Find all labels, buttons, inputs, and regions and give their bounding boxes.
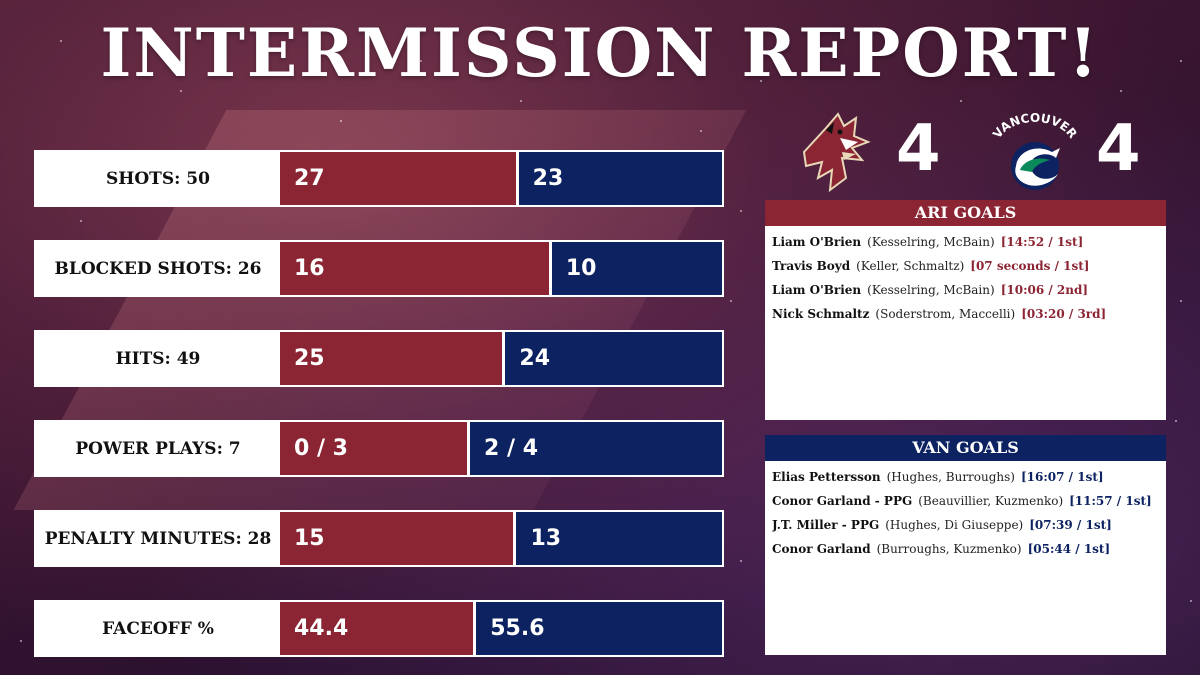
- stat-row: SHOTS: 50 27 23: [34, 150, 724, 207]
- canucks-logo: VANCOUVER: [990, 111, 1080, 194]
- goal-line: J.T. Miller - PPG (Hughes, Di Giuseppe) [0…: [772, 513, 1159, 537]
- stat-row: HITS: 49 25 24: [34, 330, 724, 387]
- stat-label: FACEOFF %: [36, 602, 280, 655]
- van-goals-list: Elias Pettersson (Hughes, Burroughs) [16:0…: [765, 461, 1166, 565]
- van-stat-bar: 2 / 4: [470, 422, 722, 475]
- goal-assists: (Soderstrom, Maccelli): [875, 307, 1016, 321]
- goal-scorer: Conor Garland: [772, 542, 871, 556]
- star-dot: [180, 90, 182, 92]
- goal-time: [14:52 / 1st]: [1000, 235, 1084, 249]
- coyotes-logo: [796, 108, 874, 193]
- ari-stat-bar: 25: [280, 332, 506, 385]
- goal-time: [05:44 / 1st]: [1027, 542, 1111, 556]
- goal-assists: (Kesselring, McBain): [867, 283, 995, 297]
- star-dot: [1120, 90, 1122, 92]
- goal-line: Liam O'Brien (Kesselring, McBain) [10:06 /…: [772, 278, 1159, 302]
- van-goals-header: VAN GOALS: [765, 435, 1166, 461]
- goal-assists: (Hughes, Di Giuseppe): [885, 518, 1024, 532]
- star-dot: [740, 210, 742, 212]
- star-dot: [80, 220, 82, 222]
- stat-bars: 27 23: [280, 152, 722, 205]
- goal-time: [16:07 / 1st]: [1021, 470, 1104, 484]
- star-dot: [340, 120, 342, 122]
- stat-row: BLOCKED SHOTS: 26 16 10: [34, 240, 724, 297]
- stat-bars: 16 10: [280, 242, 722, 295]
- star-dot: [1175, 420, 1177, 422]
- star-dot: [880, 50, 882, 52]
- star-dot: [420, 60, 422, 62]
- goal-scorer: Liam O'Brien: [772, 235, 862, 249]
- ari-stat-bar: 15: [280, 512, 517, 565]
- van-score: 4: [1096, 112, 1141, 186]
- goal-line: Conor Garland - PPG (Beauvillier, Kuzmenk…: [772, 489, 1159, 513]
- goal-scorer: Nick Schmaltz: [772, 307, 870, 321]
- ari-score: 4: [896, 112, 941, 186]
- goal-line: Liam O'Brien (Kesselring, McBain) [14:52 /…: [772, 230, 1159, 254]
- star-dot: [260, 30, 262, 32]
- ari-stat-bar: 16: [280, 242, 552, 295]
- star-dot: [740, 560, 742, 562]
- van-goals-panel: VAN GOALS Elias Pettersson (Hughes, Burro…: [765, 435, 1166, 655]
- goal-time: [10:06 / 2nd]: [1000, 283, 1089, 297]
- star-dot: [60, 40, 62, 42]
- star-dot: [1180, 300, 1182, 302]
- goal-scorer: Travis Boyd: [772, 259, 851, 273]
- goal-time: [03:20 / 3rd]: [1021, 307, 1107, 321]
- star-dot: [1040, 30, 1042, 32]
- van-stat-bar: 10: [551, 242, 722, 295]
- star-dot: [600, 40, 602, 42]
- stat-label: SHOTS: 50: [36, 152, 280, 205]
- stat-bars: 25 24: [280, 332, 722, 385]
- star-dot: [1190, 600, 1192, 602]
- ari-goals-list: Liam O'Brien (Kesselring, McBain) [14:52 /…: [765, 226, 1166, 330]
- goal-scorer: Liam O'Brien: [772, 283, 862, 297]
- ari-goals-panel: ARI GOALS Liam O'Brien (Kesselring, McBai…: [765, 200, 1166, 420]
- star-dot: [730, 300, 732, 302]
- star-dot: [700, 130, 702, 132]
- stat-bars: 44.4 55.6: [280, 602, 722, 655]
- goal-line: Nick Schmaltz (Soderstrom, Maccelli) [03:2…: [772, 302, 1159, 326]
- page-title: INTERMISSION REPORT!: [100, 14, 1100, 92]
- stat-label: POWER PLAYS: 7: [36, 422, 280, 475]
- goal-assists: (Beauvillier, Kuzmenko): [918, 494, 1064, 508]
- ari-stat-bar: 44.4: [280, 602, 477, 655]
- stat-label: HITS: 49: [36, 332, 280, 385]
- star-dot: [1180, 60, 1182, 62]
- star-dot: [20, 640, 22, 642]
- stat-label: BLOCKED SHOTS: 26: [36, 242, 280, 295]
- ari-stat-bar: 0 / 3: [280, 422, 471, 475]
- star-dot: [960, 100, 962, 102]
- van-stat-bar: 23: [518, 152, 722, 205]
- ari-goals-header: ARI GOALS: [765, 200, 1166, 226]
- goal-time: [11:57 / 1st]: [1069, 494, 1152, 508]
- goal-line: Conor Garland (Burroughs, Kuzmenko) [05:44…: [772, 537, 1159, 561]
- goal-time: [07 seconds / 1st]: [970, 259, 1090, 273]
- goal-assists: (Hughes, Burroughs): [886, 470, 1015, 484]
- stat-row: PENALTY MINUTES: 28 15 13: [34, 510, 724, 567]
- goal-scorer: Elias Pettersson: [772, 470, 881, 484]
- goal-assists: (Keller, Schmaltz): [856, 259, 965, 273]
- canucks-logo-text: VANCOUVER: [990, 112, 1080, 141]
- star-dot: [760, 80, 762, 82]
- ari-stat-bar: 27: [280, 152, 519, 205]
- van-stat-bar: 13: [516, 512, 722, 565]
- star-dot: [520, 100, 522, 102]
- goal-assists: (Kesselring, McBain): [867, 235, 995, 249]
- stat-bars: 15 13: [280, 512, 722, 565]
- van-stat-bar: 55.6: [476, 602, 722, 655]
- stat-label: PENALTY MINUTES: 28: [36, 512, 280, 565]
- goal-line: Elias Pettersson (Hughes, Burroughs) [16:0…: [772, 465, 1159, 489]
- goal-assists: (Burroughs, Kuzmenko): [876, 542, 1022, 556]
- goal-time: [07:39 / 1st]: [1029, 518, 1112, 532]
- goal-scorer: J.T. Miller - PPG: [772, 518, 880, 532]
- stat-row: FACEOFF % 44.4 55.6: [34, 600, 724, 657]
- goal-line: Travis Boyd (Keller, Schmaltz) [07 seconds…: [772, 254, 1159, 278]
- van-stat-bar: 24: [505, 332, 722, 385]
- goal-scorer: Conor Garland - PPG: [772, 494, 913, 508]
